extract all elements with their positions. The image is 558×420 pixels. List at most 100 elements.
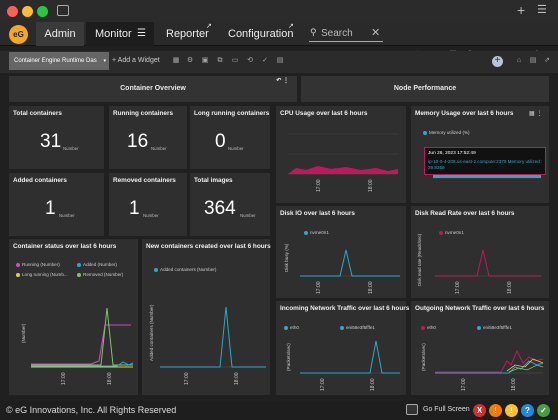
fullscreen-icon[interactable] <box>406 404 418 415</box>
memory-series-bar <box>433 175 541 178</box>
grid-icon[interactable]: ▤ <box>276 57 284 64</box>
maximize-window-button[interactable] <box>37 6 48 17</box>
search-box[interactable]: ⚲ Search ✕ <box>309 27 383 42</box>
legend-swatch <box>439 230 443 235</box>
cpu-usage-panel[interactable]: CPU Usage over last 6 hours 17:00 18:00 <box>276 106 406 203</box>
disk-read-rate-panel[interactable]: Disk Read Rate over last 6 hours nvme0n1… <box>411 206 549 298</box>
panel-title: CPU Usage over last 6 hours <box>280 110 368 117</box>
x-tick-label: 17:00 <box>184 372 190 385</box>
tab-reporter-label: Reporter <box>166 28 209 40</box>
stat-total-containers[interactable]: Total containers 31 Number <box>9 106 104 169</box>
minor-alarm-icon[interactable]: ! <box>505 404 518 417</box>
go-full-screen-button[interactable]: Go Full Screen <box>423 406 470 413</box>
added-containers-line-series <box>160 306 266 368</box>
outgoing-network-panel[interactable]: Outgoing Network Traffic over last 6 hou… <box>411 301 549 395</box>
stat-unit: Number <box>228 146 244 151</box>
stat-label: Added containers <box>13 177 67 184</box>
menu-icon[interactable]: ☰ <box>537 4 547 16</box>
stat-value: 1 <box>129 198 140 219</box>
minimize-window-button[interactable] <box>22 6 33 17</box>
y-axis-label: Disk busy (%) <box>284 243 289 272</box>
critical-alarm-icon[interactable]: X <box>473 404 486 417</box>
stat-removed-containers[interactable]: Removed containers 1 Number <box>109 173 187 236</box>
tab-configuration[interactable]: Configuration ↗ <box>222 22 302 46</box>
tab-admin[interactable]: Admin <box>36 22 84 46</box>
y-axis-label: Disk read rate (Reads/sec) <box>417 233 422 286</box>
tab-monitor[interactable]: Monitor ☰ <box>86 22 154 46</box>
stat-unit: Number <box>143 213 159 218</box>
legend-swatch <box>304 230 308 235</box>
undo-icon[interactable]: ↶ ⋮ <box>276 78 289 84</box>
tooltip-value: ip-10-0-4-208.us-east-2.compute:2379 Mem… <box>428 159 543 170</box>
container-status-chart: (Number) 17:00 18:00 <box>21 307 134 385</box>
normal-status-icon[interactable]: ✓ <box>537 404 550 417</box>
refresh-icon[interactable]: ⟲ <box>247 57 253 64</box>
chart-menu-icon[interactable]: ▦ ⋮ <box>529 111 543 117</box>
stat-long-running-containers[interactable]: Long running containers 0 Number <box>190 106 270 169</box>
x-tick-label: 18:00 <box>368 281 374 294</box>
copy-icon[interactable]: ⧉ <box>217 57 223 64</box>
footer <box>0 401 558 420</box>
stat-label: Removed containers <box>113 177 176 184</box>
legend-label: Memory utilized (%) <box>429 130 470 135</box>
copyright-text: © eG Innovations, Inc. All Rights Reserv… <box>6 405 177 415</box>
legend-swatch <box>77 272 81 277</box>
x-tick-label: 18:00 <box>368 179 374 192</box>
memory-chart <box>433 175 541 179</box>
stat-total-images[interactable]: Total images 364 Number <box>190 173 270 236</box>
plus-icon[interactable]: + <box>517 2 526 18</box>
check-icon[interactable]: ✓ <box>262 57 268 64</box>
container-status-panel[interactable]: Container status over last 6 hours Runni… <box>9 239 138 395</box>
major-alarm-icon[interactable]: ! <box>489 404 502 417</box>
section-container-overview: Container Overview ↶ ⋮ <box>9 76 297 102</box>
sidebar-toggle-icon[interactable] <box>57 5 69 16</box>
hamburger-icon[interactable]: ☰ <box>137 28 146 39</box>
disk-read-chart: Disk read rate (Reads/sec) 17:00 18:00 <box>417 233 541 294</box>
search-icon: ⚲ <box>310 27 317 37</box>
stat-unit: Number <box>59 213 75 218</box>
add-widget-button[interactable]: + Add a Widget <box>112 57 160 64</box>
dashboard-selector[interactable]: Container Engine Runtime Das ▾ <box>9 52 109 70</box>
chevron-down-icon: ▾ <box>103 58 106 64</box>
stat-value: 1 <box>45 198 56 219</box>
settings-icon[interactable]: ⚙ <box>186 57 194 64</box>
panel-title: Disk IO over last 6 hours <box>280 210 355 217</box>
export-icon[interactable]: ▤ <box>529 57 537 64</box>
memory-usage-panel[interactable]: Memory Usage over last 6 hours ▦ ⋮ Memor… <box>411 106 549 203</box>
disk-io-panel[interactable]: Disk IO over last 6 hours nvme0n1 Disk b… <box>276 206 406 298</box>
legend-swatch <box>421 325 425 330</box>
tab-reporter[interactable]: Reporter ↗ <box>160 22 215 46</box>
layout-icon[interactable]: ▦ <box>172 57 180 64</box>
add-icon[interactable]: + <box>492 56 503 67</box>
x-tick-label: 17:00 <box>461 378 467 391</box>
unknown-status-icon[interactable]: ? <box>521 404 534 417</box>
stat-label: Total containers <box>13 110 62 117</box>
legend-label: nvme0n1 <box>310 230 329 235</box>
close-window-button[interactable] <box>7 6 18 17</box>
legend-label: eth0 <box>427 325 436 330</box>
extra-line-series <box>506 358 544 372</box>
new-containers-panel[interactable]: New containers created over last 6 hours… <box>142 239 271 395</box>
legend-removed: Removed (Number) <box>77 272 123 277</box>
clear-search-icon[interactable]: ✕ <box>371 27 381 39</box>
delete-icon[interactable]: ▭ <box>231 57 239 64</box>
stat-label: Running containers <box>113 110 174 117</box>
stat-unit: Number <box>151 146 167 151</box>
x-tick-label: 18:00 <box>511 378 517 391</box>
section-title: Node Performance <box>393 85 457 92</box>
stat-running-containers[interactable]: Running containers 16 Number <box>109 106 187 169</box>
new-containers-chart: Added containers (Number) 17:00 18:00 <box>149 304 266 385</box>
legend-long-running: Long running (Numb... <box>16 272 68 277</box>
stat-added-containers[interactable]: Added containers 1 Number <box>9 173 104 236</box>
tooltip-time: Jun 26, 2023 17:52:49 <box>428 151 476 156</box>
home-view-icon[interactable]: ⌂ <box>516 57 522 64</box>
share-icon[interactable]: ⇗ <box>544 57 550 64</box>
incoming-network-chart: (Packets/sec) 17:00 18:00 <box>286 340 400 391</box>
search-input[interactable]: Search <box>321 28 353 39</box>
tab-configuration-label: Configuration <box>228 28 294 40</box>
section-title: Container Overview <box>120 85 186 92</box>
incoming-network-panel[interactable]: Incoming Network Traffic over last 6 hou… <box>276 301 409 395</box>
y-axis-label: Added containers (Number) <box>149 304 154 361</box>
stat-value: 31 <box>40 131 62 152</box>
image-icon[interactable]: ▣ <box>201 57 209 64</box>
